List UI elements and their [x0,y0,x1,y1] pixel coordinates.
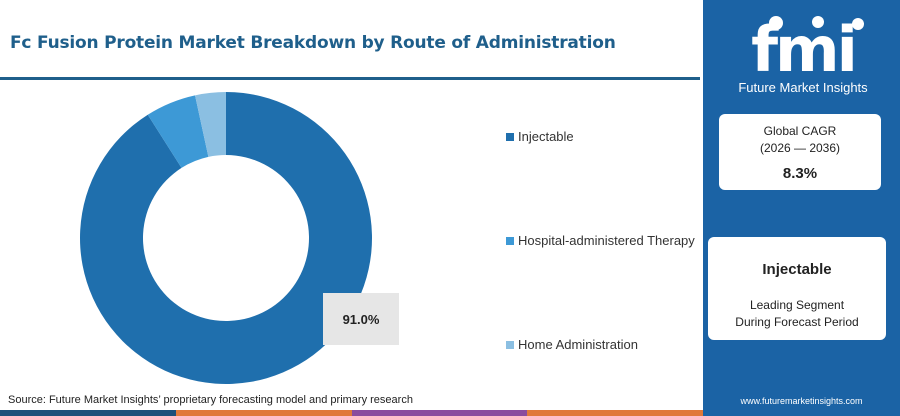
data-labels: 91.0% [323,293,399,345]
donut-slice-home-administration [195,92,226,157]
bottom-bar-segment [175,410,352,416]
legend-swatch [506,132,514,141]
donut-slice-hospital-administered-therapy [147,95,209,168]
logo-dot-icon [852,18,864,30]
leading-segment-label: Leading Segment [749,298,845,312]
logo-wordmark: fmi [751,13,858,86]
fmi-logo: fmi Future Market Insights [730,16,876,102]
donut-slice-injectable [79,92,372,384]
bottom-bar-segment [351,410,528,416]
donut-slices [79,92,372,384]
data-label: 91.0% [343,312,380,327]
legend-label: Injectable [518,129,574,144]
chart-title: Fc Fusion Protein Market Breakdown by Ro… [10,33,616,53]
legend-item: Injectable [506,129,574,144]
legend-swatch [506,340,514,349]
cagr-label: Global CAGR [763,124,837,138]
brand-panel: fmi Future Market Insights Global CAGR (… [703,0,900,416]
logo-dot-icon [812,16,824,28]
bottom-bar-segment [527,410,703,416]
website-url: www.futuremarketinsights.com [740,396,863,406]
cagr-period: (2026 — 2036) [759,141,841,155]
leading-segment-name: Injectable [762,261,832,278]
logo-subtitle: Future Market Insights [738,80,868,95]
cagr-value: 8.3% [782,165,818,182]
leading-segment-card: Injectable Leading Segment During Foreca… [708,237,886,340]
legend-label: Home Administration [518,337,638,352]
legend-label: Hospital-administered Therapy [518,233,695,248]
title-divider [0,77,700,80]
cagr-card: Global CAGR (2026 — 2036) 8.3% [719,114,881,190]
bottom-color-bar [0,410,703,416]
legend-swatch [506,236,514,245]
bottom-bar-segment [0,410,176,416]
legend-item: Hospital-administered Therapy [506,233,695,248]
source-note: Source: Future Market Insights’ propriet… [8,394,413,406]
legend-item: Home Administration [506,337,638,352]
data-label-box [323,293,399,345]
donut-chart: 91.0% [79,92,399,384]
logo-dot-icon [769,16,783,30]
forecast-period-label: During Forecast Period [735,315,859,329]
